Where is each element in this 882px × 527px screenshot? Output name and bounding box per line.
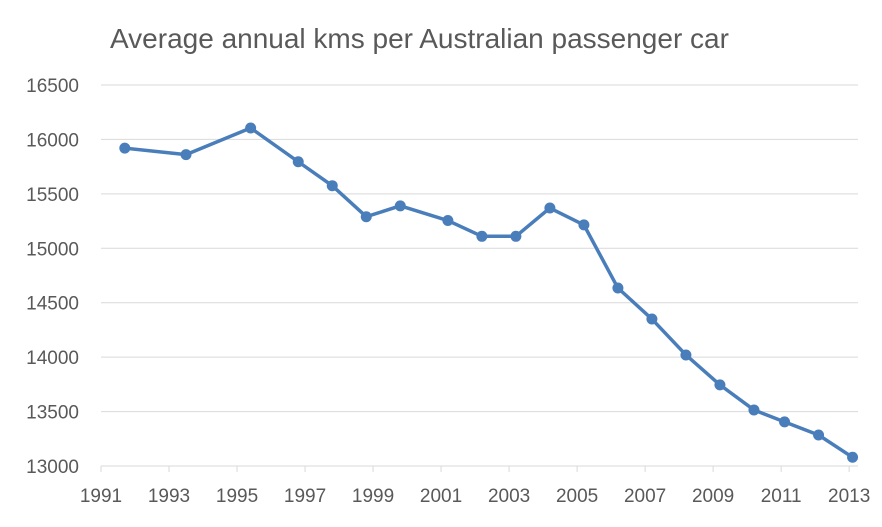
- y-tick-label: 15000: [26, 239, 79, 260]
- data-point: [442, 215, 454, 227]
- chart-title: Average annual kms per Australian passen…: [110, 23, 729, 54]
- data-point: [748, 404, 760, 416]
- x-tick-label: 1993: [148, 486, 190, 507]
- x-tick-label: 2009: [692, 486, 734, 507]
- data-point: [510, 230, 522, 242]
- data-point: [180, 149, 192, 161]
- y-tick-label: 16000: [26, 130, 79, 151]
- data-point: [119, 142, 131, 154]
- y-tick-label: 14000: [26, 348, 79, 369]
- x-tick-label: 1995: [216, 486, 258, 507]
- y-axis-ticks: 13000 13500 14000 14500 15000 15500 16000 16500: [26, 76, 79, 478]
- data-point: [714, 379, 726, 391]
- x-tick-label: 2005: [556, 486, 598, 507]
- data-point: [476, 230, 488, 242]
- y-tick-label: 15500: [26, 185, 79, 206]
- y-tick-label: 14500: [26, 294, 79, 315]
- data-point: [680, 349, 692, 361]
- y-tick-label: 13000: [26, 457, 79, 478]
- x-tick-label: 1997: [284, 486, 326, 507]
- series-line: [124, 126, 854, 459]
- data-point: [847, 451, 859, 463]
- data-point: [612, 282, 624, 294]
- data-point: [292, 156, 304, 168]
- x-tick-label: 1991: [80, 486, 122, 507]
- x-tick-label: 1999: [352, 486, 394, 507]
- x-tick-label: 2001: [420, 486, 462, 507]
- x-tick-label: 2013: [828, 486, 870, 507]
- data-point: [544, 202, 556, 214]
- x-axis-ticks: 1991 1993 1995 1997 1999 2001 2003 2005 2007 2009…: [80, 466, 870, 507]
- x-tick-label: 2007: [624, 486, 666, 507]
- data-point: [779, 416, 791, 428]
- data-point: [813, 429, 825, 441]
- data-point: [360, 211, 372, 223]
- data-point: [245, 122, 257, 134]
- data-point: [326, 180, 338, 192]
- y-tick-label: 16500: [26, 76, 79, 97]
- data-point: [646, 313, 658, 325]
- x-tick-label: 2003: [488, 486, 530, 507]
- data-series: [119, 122, 859, 463]
- data-point: [578, 219, 590, 231]
- data-point: [394, 200, 406, 212]
- y-tick-label: 13500: [26, 403, 79, 424]
- x-tick-label: 2011: [761, 486, 802, 507]
